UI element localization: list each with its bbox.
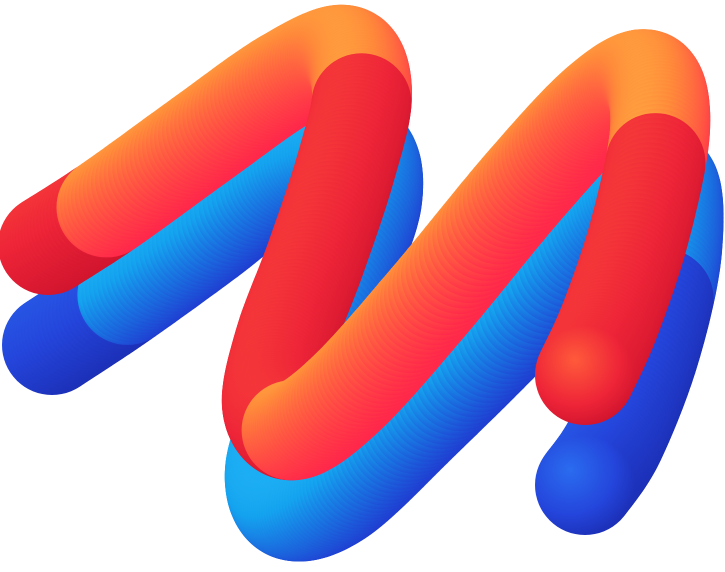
front-tube bbox=[0, 4, 711, 481]
front-tube-segment bbox=[535, 325, 635, 425]
back-tube-segment bbox=[535, 435, 635, 535]
